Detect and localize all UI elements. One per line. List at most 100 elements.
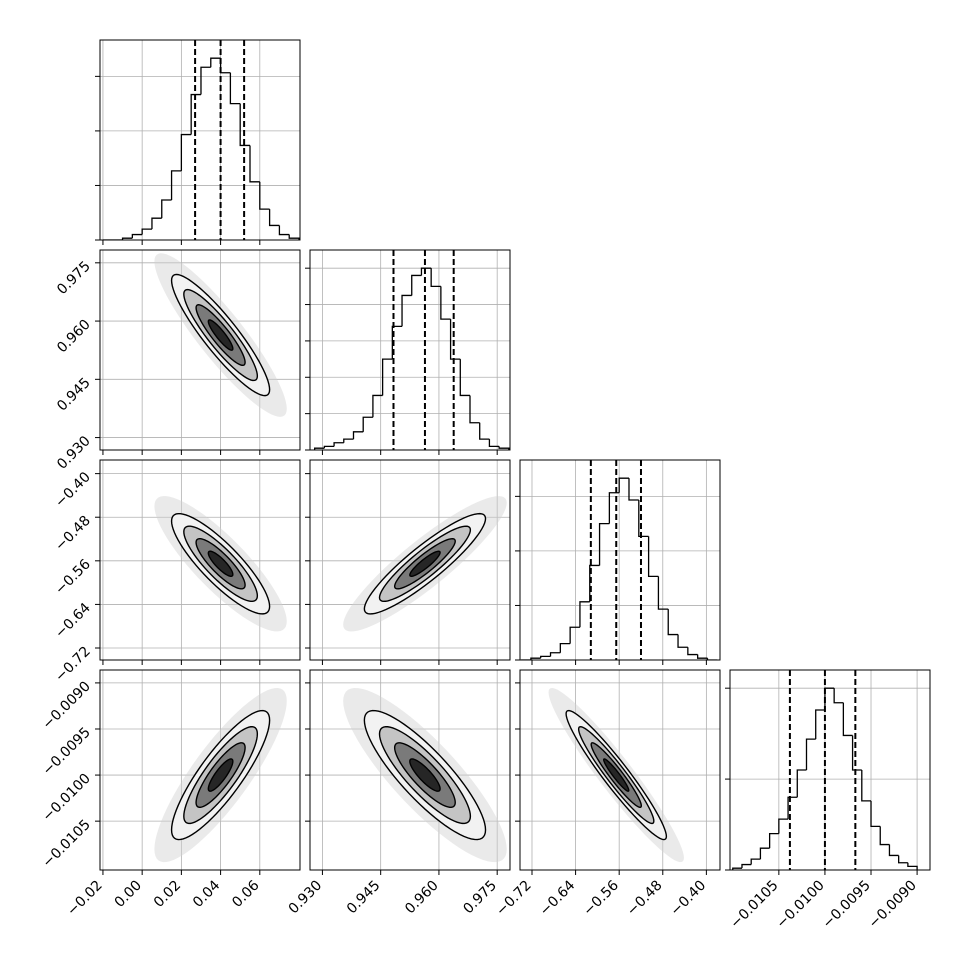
histogram-bin [842,702,853,737]
histogram-bin [161,199,172,219]
histogram-bin [851,735,862,771]
histogram-bin [449,319,461,360]
histogram-bin [268,209,280,227]
histogram-bin [559,642,571,653]
histogram-bin [667,609,679,636]
x-tick-label: −0.0105 [727,878,781,932]
histogram-bin [824,687,835,710]
y-tick-label: 0.945 [54,375,94,415]
y-tick-label: −0.64 [52,600,94,642]
x-tick-label: −0.72 [493,878,535,920]
histogram-bin [440,286,451,320]
histogram-bin [549,652,561,657]
panel-plot [310,460,510,660]
panel [515,459,721,665]
histogram-bin [540,655,551,659]
panel-frame [99,459,301,661]
histogram-bin [638,500,649,538]
panel-plot [310,670,510,870]
histogram-bin [239,103,250,147]
histogram-bin [618,477,629,493]
histogram-bin [879,826,890,846]
histogram-bin [697,654,708,659]
x-tick-label: 0.02 [151,878,184,911]
panel-frame [99,39,301,241]
x-tick-label: 0.930 [286,878,326,918]
histogram-bin [628,478,639,501]
histogram-bin [647,536,659,578]
x-tick-label: −0.0100 [774,878,828,932]
x-tick-label: 0.945 [344,878,384,918]
panel: −0.72−0.64−0.56−0.48−0.40 [493,669,721,920]
histogram-bin [249,145,260,183]
y-tick-label: −0.0100 [40,771,94,825]
y-tick-label: −0.40 [52,469,94,511]
histogram-bin [259,181,270,210]
panel: −0.02 0.00 0.02 0.04 0.06−0.0105−0.0100−0.00… [40,669,301,919]
panel-plot [100,40,300,240]
histogram-bin [815,709,825,740]
panel-plot [520,670,720,870]
histogram-bin [401,294,412,327]
histogram-bin [759,847,770,860]
histogram-bin [372,394,383,418]
panel-plot [100,670,300,870]
y-tick-label: −0.0090 [40,678,94,732]
density-contour [603,758,630,792]
histogram-bin [430,268,441,288]
density-contour [207,550,234,577]
histogram-bin [314,447,325,450]
x-tick-label: 0.04 [190,877,223,910]
histogram-bin [870,800,881,828]
histogram-bin [687,647,698,656]
x-tick-label: −0.0090 [866,878,920,932]
histogram-bin [180,133,192,171]
panel [305,249,511,455]
histogram-bin [459,359,470,397]
histogram-bin [833,688,844,704]
y-tick-label: −0.72 [52,644,94,686]
histogram-bin [530,657,541,660]
histogram-bin [411,274,422,296]
panel-frame [519,459,721,661]
density-contour [207,758,234,792]
histogram-bin [768,832,779,849]
histogram-bin [141,228,152,235]
x-tick-label: 0.975 [460,878,500,918]
x-tick-label: −0.56 [580,877,622,919]
histogram-bin [861,770,872,802]
panel-frame [309,669,511,871]
histogram-bin [420,267,432,276]
x-tick-label: −0.48 [624,878,666,920]
panel [305,459,511,665]
histogram-bin [706,658,718,660]
panel-plot [100,460,300,660]
histogram-bin [888,844,899,857]
histogram-bin [488,439,500,448]
histogram-bin [657,576,669,610]
histogram-bin [333,442,344,447]
histogram-bin [796,769,807,798]
panel-plot [730,670,930,870]
panel-frame [309,459,511,661]
histogram-bin [131,233,143,239]
panel: 0.930 0.945 0.960 0.975 [54,249,301,473]
panel-plot [520,460,720,660]
histogram-bin [608,492,620,524]
histogram-bin [219,58,231,74]
panel-frame [99,249,301,451]
y-tick-label: −0.56 [52,556,94,598]
density-contour [409,550,441,577]
histogram-bin [121,237,133,240]
histogram-bin [732,867,742,870]
histogram-bin [479,422,490,440]
histogram-bin [210,57,221,68]
histogram-bin [579,601,590,628]
histogram-bin [391,325,403,360]
histogram-bin [323,445,335,449]
x-tick-label: 0.960 [402,878,442,918]
x-tick-label: −0.0095 [820,878,874,932]
histogram-bin [677,634,688,648]
panel-frame [99,669,301,871]
histogram-bin [200,66,211,95]
